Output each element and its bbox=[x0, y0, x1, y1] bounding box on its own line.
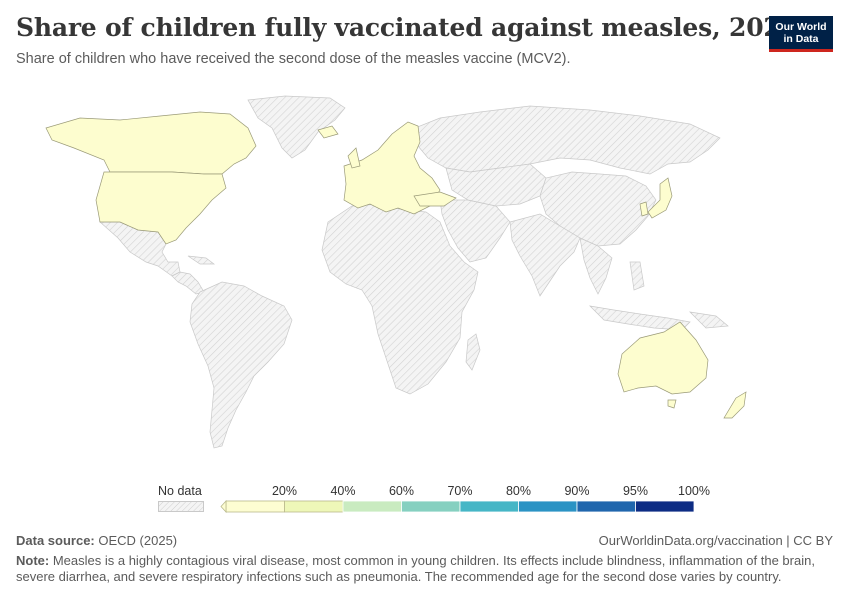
legend-tick-label: 20% bbox=[272, 484, 297, 498]
footer-note-text: Measles is a highly contagious viral dis… bbox=[16, 553, 815, 584]
legend-tick-label: 100% bbox=[678, 484, 710, 498]
footer-note: Note: Measles is a highly contagious vir… bbox=[16, 553, 831, 585]
legend-bin-3[interactable] bbox=[342, 500, 402, 513]
country-south-korea[interactable] bbox=[639, 201, 649, 217]
legend-tick-label: 40% bbox=[330, 484, 355, 498]
map-legend: No data 20% 40% 60% 70% 80% 90% 95% 100% bbox=[0, 478, 850, 518]
country-australia-tasmania[interactable] bbox=[667, 399, 677, 409]
legend-no-data-swatch[interactable] bbox=[158, 501, 204, 512]
legend-tick-label: 80% bbox=[506, 484, 531, 498]
countries-with-data bbox=[45, 111, 747, 419]
country-united-kingdom[interactable] bbox=[347, 147, 361, 169]
no-data-countries bbox=[99, 95, 729, 449]
legend-bin-1[interactable] bbox=[225, 500, 285, 513]
country-new-zealand[interactable] bbox=[723, 391, 747, 419]
data-source-label: Data source: bbox=[16, 533, 95, 548]
legend-bin-8[interactable] bbox=[635, 500, 695, 513]
legend-open-end-arrow bbox=[220, 499, 227, 514]
country-madagascar[interactable] bbox=[465, 333, 481, 371]
footer-link[interactable]: OurWorldinData.org/vaccination | CC BY bbox=[598, 533, 833, 548]
region-south-asia[interactable] bbox=[509, 213, 581, 297]
country-turkey[interactable] bbox=[413, 191, 457, 207]
legend-color-scale: 20% 40% 60% 70% 80% 90% 95% 100% bbox=[220, 484, 710, 514]
region-philippines[interactable] bbox=[629, 261, 645, 291]
country-papua-new-guinea[interactable] bbox=[688, 311, 729, 329]
country-australia[interactable] bbox=[617, 321, 709, 395]
region-central-america[interactable] bbox=[171, 271, 205, 295]
region-caribbean[interactable] bbox=[187, 255, 216, 265]
legend-no-data-label: No data bbox=[158, 484, 202, 498]
owid-logo[interactable]: Our World in Data bbox=[769, 16, 833, 52]
legend-bin-2[interactable] bbox=[284, 500, 344, 513]
region-europe-oecd[interactable] bbox=[343, 121, 441, 215]
region-southeast-asia[interactable] bbox=[579, 237, 613, 295]
region-south-america[interactable] bbox=[189, 281, 293, 449]
logo-line-2: in Data bbox=[783, 32, 819, 45]
world-map[interactable] bbox=[0, 80, 850, 470]
legend-tick-label: 60% bbox=[389, 484, 414, 498]
country-united-states[interactable] bbox=[95, 171, 227, 245]
data-source-value[interactable]: OECD (2025) bbox=[98, 533, 178, 548]
country-japan[interactable] bbox=[647, 177, 673, 219]
country-greenland[interactable] bbox=[247, 95, 346, 159]
logo-line-1: Our World bbox=[775, 20, 827, 33]
country-canada[interactable] bbox=[45, 111, 257, 175]
legend-tick-label: 90% bbox=[564, 484, 589, 498]
legend-bin-7[interactable] bbox=[576, 500, 636, 513]
legend-bin-5[interactable] bbox=[459, 500, 519, 513]
legend-bin-6[interactable] bbox=[518, 500, 578, 513]
legend-tick-label: 70% bbox=[447, 484, 472, 498]
region-africa[interactable] bbox=[321, 203, 479, 395]
region-indonesia[interactable] bbox=[588, 305, 691, 331]
chart-title: Share of children fully vaccinated again… bbox=[16, 13, 798, 42]
footer-note-label: Note: bbox=[16, 553, 50, 568]
data-source: Data source: OECD (2025) bbox=[16, 533, 177, 548]
chart-subtitle: Share of children who have received the … bbox=[16, 51, 571, 67]
legend-bin-4[interactable] bbox=[401, 500, 461, 513]
country-iceland[interactable] bbox=[317, 125, 339, 139]
legend-tick-label: 95% bbox=[623, 484, 648, 498]
country-russia[interactable] bbox=[409, 105, 721, 175]
